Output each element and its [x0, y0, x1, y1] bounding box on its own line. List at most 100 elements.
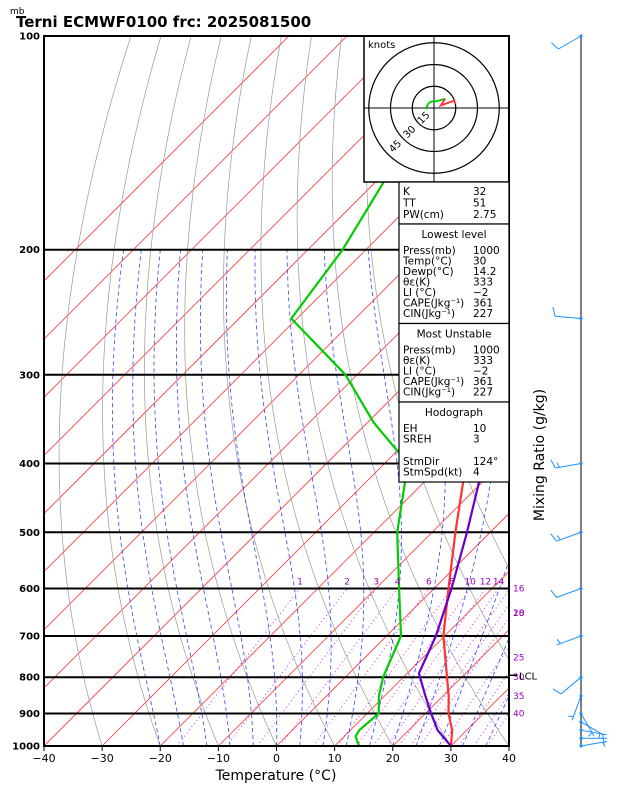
dry-adiabat-line	[260, 36, 394, 746]
index-label: θε(K)	[403, 355, 430, 367]
wind-barb	[550, 530, 583, 542]
index-label: SREH	[403, 434, 432, 446]
chart-title: Terni ECMWF0100 frc: 2025081500	[16, 13, 311, 31]
index-label: θε(K)	[403, 277, 430, 289]
index-value: 14.2	[473, 266, 496, 278]
dry-adiabat-line	[58, 36, 132, 746]
pressure-tick-label: 500	[19, 528, 40, 539]
index-heading: Hodograph	[425, 407, 483, 419]
wind-barb-staff	[560, 676, 582, 695]
x-tick-label: 10	[328, 752, 342, 765]
wind-barb	[579, 720, 604, 739]
hodograph-ring	[368, 42, 500, 174]
index-value: −2	[473, 287, 488, 299]
isotherm-line	[44, 36, 290, 282]
wind-barb-flag	[550, 459, 556, 469]
index-box	[398, 181, 510, 225]
y-axis-label-right: Mixing Ratio (g/kg)	[532, 389, 548, 521]
index-value: 1000	[473, 345, 500, 357]
index-label: Press(mb)	[403, 245, 456, 257]
x-tick-label: −30	[91, 752, 114, 765]
index-label: CIN(Jkg⁻¹)	[403, 308, 455, 320]
isotherm-line	[44, 36, 464, 456]
index-label: StmSpd(kt)	[403, 467, 462, 479]
wind-barb	[550, 586, 583, 598]
isotherm-line	[160, 396, 509, 746]
mixing-ratio-label: 25	[513, 653, 524, 663]
mixing-ratio-line	[409, 603, 509, 746]
mixing-ratio-line	[399, 589, 509, 746]
index-value: 30	[473, 256, 486, 268]
wind-barb-staff	[580, 713, 595, 737]
moist-adiabat-line	[323, 249, 365, 746]
mixing-ratio-label: 6	[426, 577, 432, 587]
wind-barb	[552, 675, 583, 695]
wind-barb-half	[556, 462, 560, 468]
mixing-ratio-label: 18	[513, 609, 525, 619]
x-tick-label: 30	[444, 752, 458, 765]
moist-adiabat-line	[254, 249, 303, 746]
wind-barb	[551, 34, 583, 50]
mixing-ratio-line	[257, 588, 377, 746]
pressure-tick-label: 200	[19, 245, 40, 256]
index-label: EH	[403, 423, 418, 435]
index-value: 333	[473, 277, 493, 289]
dry-adiabat-line	[102, 36, 162, 746]
wind-barb-half	[588, 732, 593, 737]
mixing-ratio-label: 2	[344, 577, 350, 587]
index-label: PW(cm)	[403, 209, 444, 221]
dry-adiabat-line	[365, 36, 509, 661]
x-tick-label: 20	[386, 752, 400, 765]
mixing-ratio-label: 20	[513, 609, 525, 619]
wind-barb-flag	[552, 688, 562, 695]
wind-barb	[579, 711, 595, 737]
index-value: 4	[473, 467, 480, 479]
index-box	[398, 223, 510, 325]
isotherm-line	[44, 36, 348, 340]
mixing-ratio-label: 35	[513, 692, 524, 702]
wind-barb-staff	[580, 721, 604, 736]
index-label: LI (°C)	[403, 366, 436, 378]
hodograph-ring	[389, 63, 479, 153]
index-label: CAPE(Jkg⁻¹)	[403, 376, 464, 388]
isotherm-line	[218, 454, 509, 746]
pressure-tick-label: 100	[19, 32, 40, 43]
index-label: K	[403, 186, 411, 198]
x-tick-label: 40	[502, 752, 516, 765]
dewpoint-trace	[290, 36, 476, 746]
hodograph-trace-high	[438, 98, 457, 108]
wind-barb	[550, 459, 583, 469]
index-value: 333	[473, 355, 493, 367]
mixing-ratio-label: 40	[513, 710, 525, 720]
pressure-tick-label: 800	[19, 673, 40, 684]
wind-barb	[556, 634, 583, 646]
index-label: Dewp(°C)	[403, 266, 454, 278]
index-label: LI (°C)	[403, 287, 436, 299]
index-value: 32	[473, 186, 486, 198]
wind-barb-flag	[551, 42, 559, 50]
index-label: StmDir	[403, 456, 440, 468]
index-value: 361	[473, 376, 493, 388]
index-label: TT	[402, 198, 416, 210]
index-box	[398, 401, 510, 483]
dry-adiabat-line	[223, 36, 335, 746]
moist-adiabat-line	[112, 249, 161, 746]
moist-adiabat-line	[176, 249, 231, 746]
dry-adiabat-line	[296, 36, 452, 746]
wind-barb-half	[556, 639, 561, 644]
wind-barb-flag	[550, 533, 557, 542]
index-heading: Most Unstable	[417, 329, 492, 341]
pressure-tick-label: 900	[19, 709, 40, 720]
moist-adiabat-line	[200, 249, 254, 746]
isotherm-line	[44, 222, 509, 689]
index-label: Temp(°C)	[402, 256, 452, 268]
wind-barb-staff	[558, 35, 582, 50]
index-value: 227	[473, 387, 493, 399]
index-value: 10	[473, 423, 486, 435]
mixing-ratio-label: 12	[480, 577, 491, 587]
pressure-tick-label: 400	[19, 459, 40, 470]
wind-barb	[568, 694, 583, 721]
mixing-ratio-label: 16	[513, 584, 525, 594]
moist-adiabat-line	[367, 249, 402, 746]
